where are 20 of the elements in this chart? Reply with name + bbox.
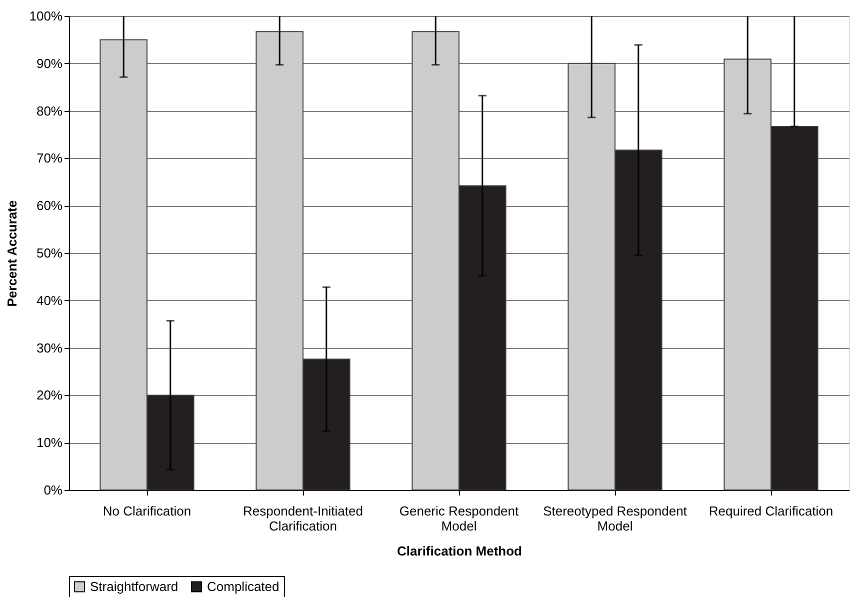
y-tick-label: 20% [36, 388, 63, 403]
y-tick-label: 40% [36, 292, 63, 308]
x-axis-title: Clarification Method [397, 544, 522, 558]
y-tick-label: 30% [36, 340, 63, 356]
y-tick-label: 100% [29, 8, 63, 24]
y-tick-label: 70% [36, 150, 63, 166]
y-tick-label: 90% [36, 56, 63, 71]
legend-label: Complicated [207, 578, 280, 594]
x-tick-label: Required Clarification [708, 504, 834, 518]
x-tick-label: Respondent-Initiated Clarification [243, 504, 363, 534]
legend-label: Straightforward [90, 578, 178, 594]
y-tick-label: 10% [36, 435, 63, 450]
y-tick-label: 80% [36, 103, 63, 118]
y-tick-label: 0% [44, 482, 63, 498]
x-tick-label: Stereotyped Respondent Model [543, 504, 688, 534]
x-tick-label: Generic Respondent Model [399, 504, 520, 534]
y-tick-label: 50% [36, 246, 63, 260]
y-axis-title: Percent Accurate [4, 200, 20, 307]
y-tick-label: 60% [36, 198, 63, 214]
x-tick-label: No Clarification [102, 504, 192, 518]
